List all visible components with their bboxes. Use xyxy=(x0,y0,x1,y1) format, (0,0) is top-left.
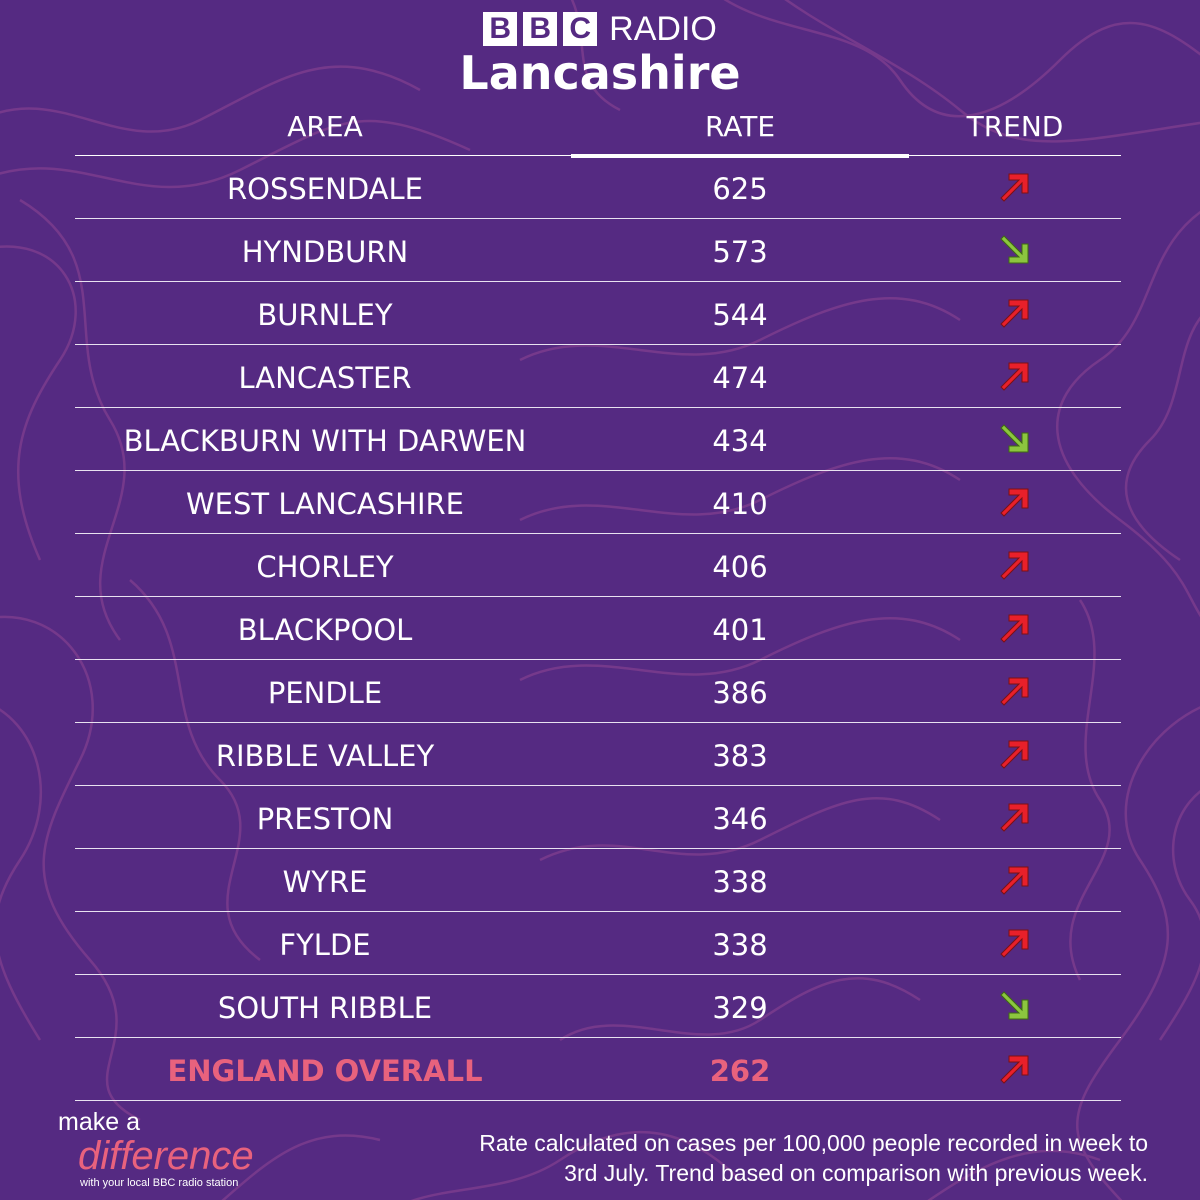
mad-line2: difference xyxy=(78,1134,254,1178)
footnote-line2: 3rd July. Trend based on comparison with… xyxy=(564,1160,1148,1186)
header-rate: RATE xyxy=(704,110,776,143)
arrow-down-right-icon xyxy=(909,219,1121,281)
bbc-block-b1: B xyxy=(483,12,518,46)
table-row: PENDLE 386 xyxy=(75,660,1121,723)
area-cell: BLACKPOOL xyxy=(237,613,413,647)
footnote-line1: Rate calculated on cases per 100,000 peo… xyxy=(479,1130,1148,1156)
table-row: CHORLEY 406 xyxy=(75,534,1121,597)
area-cell: WEST LANCASHIRE xyxy=(185,487,465,521)
table-row: BURNLEY 544 xyxy=(75,282,1121,345)
bbc-block-c: C xyxy=(563,12,598,46)
rates-table: ROSSENDALE 625 HYNDBURN 573 BURNLEY 544 LANCAS… xyxy=(75,156,1121,1101)
area-cell: LANCASTER xyxy=(238,361,412,395)
mad-line1: make a xyxy=(58,1108,140,1136)
rate-cell: 474 xyxy=(712,361,768,395)
rate-cell: 434 xyxy=(712,424,768,458)
area-cell: PRESTON xyxy=(256,802,394,836)
arrow-up-right-icon xyxy=(909,156,1121,218)
rate-header-underline xyxy=(571,154,909,158)
area-cell: FYLDE xyxy=(279,928,371,962)
table-row: FYLDE 338 xyxy=(75,912,1121,975)
bbc-radio-wordmark: B B C RADIO xyxy=(0,12,1200,46)
arrow-down-right-icon xyxy=(909,975,1121,1037)
rate-cell: 338 xyxy=(712,865,768,899)
rate-cell: 401 xyxy=(712,613,768,647)
area-cell: WYRE xyxy=(282,865,368,899)
rate-cell: 573 xyxy=(712,235,768,269)
rate-cell: 625 xyxy=(712,172,768,206)
area-cell: PENDLE xyxy=(267,676,383,710)
rate-cell: 386 xyxy=(712,676,768,710)
rate-cell: 544 xyxy=(712,298,768,332)
table-row: BLACKBURN WITH DARWEN 434 xyxy=(75,408,1121,471)
area-cell: BLACKBURN WITH DARWEN xyxy=(123,424,527,458)
arrow-up-right-icon xyxy=(909,471,1121,533)
arrow-up-right-icon xyxy=(909,345,1121,407)
area-cell: ENGLAND OVERALL xyxy=(167,1054,483,1088)
bbc-radio-lancashire-logo: B B C RADIO Lancashire xyxy=(0,12,1200,98)
area-cell: ROSSENDALE xyxy=(227,172,423,206)
table-row: ROSSENDALE 625 xyxy=(75,156,1121,219)
area-cell: HYNDBURN xyxy=(241,235,409,269)
table-row: SOUTH RIBBLE 329 xyxy=(75,975,1121,1038)
mad-line3: with your local BBC radio station xyxy=(80,1177,239,1189)
table-row: ENGLAND OVERALL 262 xyxy=(75,1038,1121,1101)
rate-cell: 262 xyxy=(709,1054,771,1088)
rate-cell: 338 xyxy=(712,928,768,962)
area-cell: CHORLEY xyxy=(256,550,394,584)
rate-cell: 383 xyxy=(712,739,768,773)
table-row: WYRE 338 xyxy=(75,849,1121,912)
arrow-up-right-icon xyxy=(909,912,1121,974)
arrow-up-right-icon xyxy=(909,849,1121,911)
arrow-up-right-icon xyxy=(909,534,1121,596)
arrow-up-right-icon xyxy=(909,786,1121,848)
table-row: HYNDBURN 573 xyxy=(75,219,1121,282)
radio-label: RADIO xyxy=(609,10,717,48)
area-cell: BURNLEY xyxy=(257,298,393,332)
table-row: RIBBLE VALLEY 383 xyxy=(75,723,1121,786)
header-area: AREA xyxy=(287,110,363,143)
bbc-block-b2: B xyxy=(523,12,558,46)
arrow-up-right-icon xyxy=(909,723,1121,785)
rate-cell: 406 xyxy=(712,550,768,584)
table-row: LANCASTER 474 xyxy=(75,345,1121,408)
area-cell: SOUTH RIBBLE xyxy=(217,991,433,1025)
table-row: WEST LANCASHIRE 410 xyxy=(75,471,1121,534)
make-a-difference-logo: make a difference with your local BBC ra… xyxy=(58,1108,254,1190)
arrow-up-right-icon xyxy=(909,660,1121,722)
rate-cell: 329 xyxy=(712,991,768,1025)
rate-cell: 346 xyxy=(712,802,768,836)
arrow-down-right-icon xyxy=(909,408,1121,470)
table-row: PRESTON 346 xyxy=(75,786,1121,849)
arrow-up-right-icon xyxy=(909,1038,1121,1100)
footnote: Rate calculated on cases per 100,000 peo… xyxy=(388,1128,1148,1188)
rate-cell: 410 xyxy=(712,487,768,521)
arrow-up-right-icon xyxy=(909,282,1121,344)
station-name: Lancashire xyxy=(459,46,741,100)
table-row: BLACKPOOL 401 xyxy=(75,597,1121,660)
area-cell: RIBBLE VALLEY xyxy=(215,739,435,773)
header-trend: TREND xyxy=(966,110,1064,143)
arrow-up-right-icon xyxy=(909,597,1121,659)
